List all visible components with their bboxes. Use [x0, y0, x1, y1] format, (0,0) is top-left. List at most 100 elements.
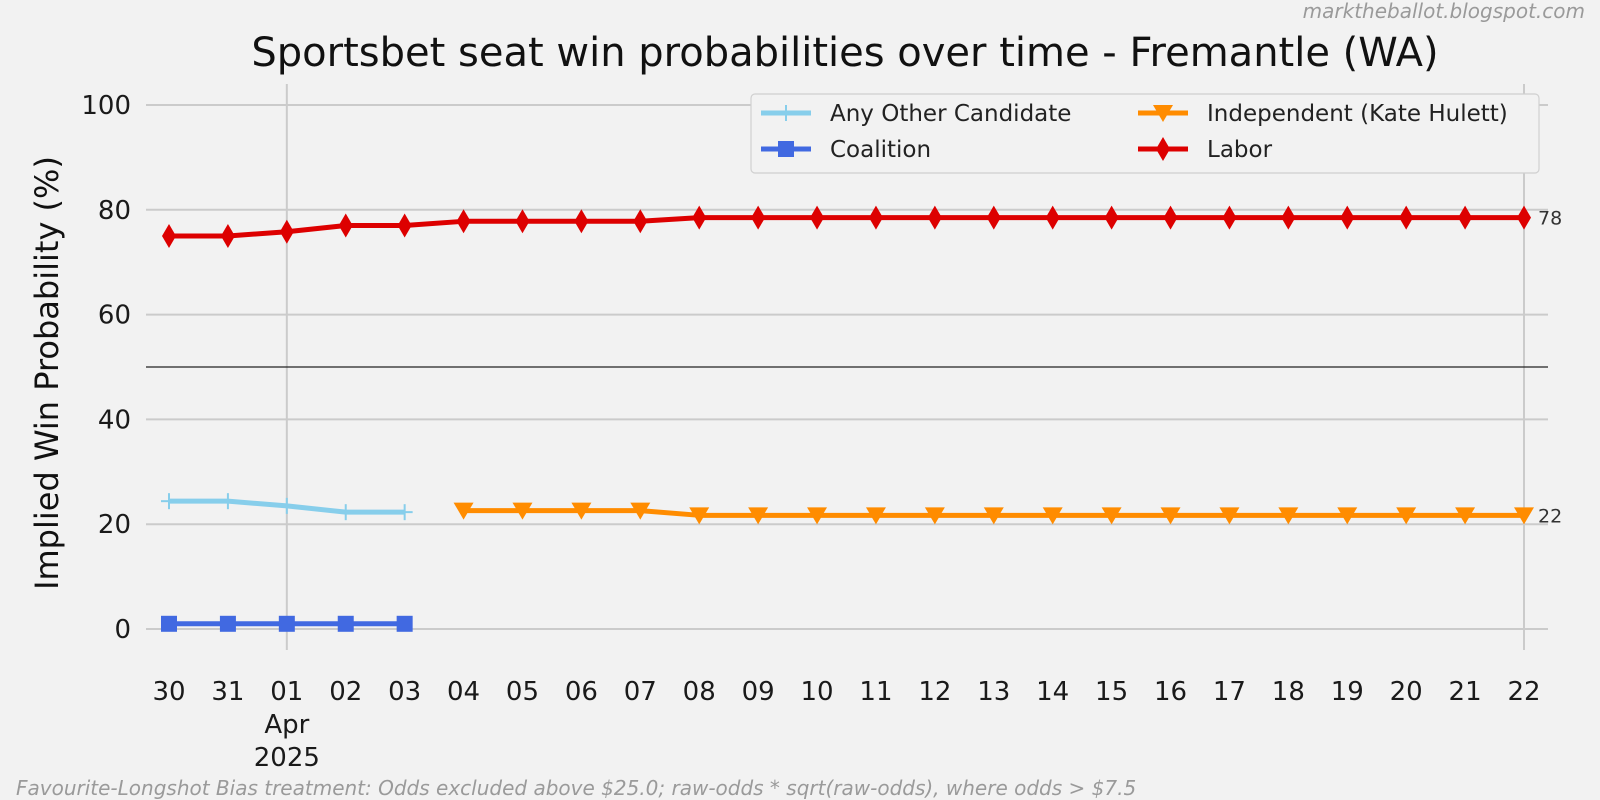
data-point-labor: [397, 213, 412, 238]
data-point-independent-kate-hulett: [630, 502, 651, 520]
x-tick-label: 21: [1449, 677, 1482, 707]
data-point-independent-kate-hulett: [1042, 507, 1063, 525]
data-point-labor: [1222, 205, 1237, 230]
data-point-independent-kate-hulett: [1455, 507, 1476, 525]
data-point-labor: [927, 205, 942, 230]
data-point-labor: [1517, 205, 1531, 230]
data-point-labor: [338, 213, 353, 238]
data-point-labor: [515, 209, 530, 234]
data-point-independent-kate-hulett: [1101, 507, 1122, 525]
data-point-coalition: [337, 615, 354, 632]
data-point-labor: [1340, 205, 1355, 230]
data-point-any-other-candidate: [337, 504, 354, 521]
data-point-labor: [220, 223, 235, 248]
x-tick-label: 30: [152, 677, 185, 707]
x-sub-tick-label: Apr: [264, 710, 309, 740]
x-tick-label: 04: [447, 677, 480, 707]
data-point-independent-kate-hulett: [983, 507, 1004, 525]
x-sub-tick-label: 2025: [254, 743, 320, 773]
legend-label: Any Other Candidate: [830, 101, 1071, 127]
y-tick-label: 40: [98, 405, 131, 435]
x-tick-label: 01: [270, 677, 303, 707]
data-point-coalition: [396, 615, 413, 632]
x-tick-label: 13: [977, 677, 1010, 707]
data-point-independent-kate-hulett: [1514, 507, 1534, 525]
legend-swatch-marker: [1156, 137, 1170, 161]
data-point-independent-kate-hulett: [1160, 507, 1181, 525]
data-point-labor: [456, 209, 471, 234]
y-tick-label: 60: [98, 301, 131, 331]
x-tick-label: 09: [742, 677, 775, 707]
legend-label: Coalition: [830, 137, 931, 163]
data-point-labor: [1399, 205, 1414, 230]
legend-label: Independent (Kate Hulett): [1207, 101, 1508, 127]
data-point-labor: [1104, 205, 1119, 230]
data-point-independent-kate-hulett: [689, 507, 710, 525]
series-coalition: [161, 615, 413, 632]
x-tick-label: 31: [211, 677, 244, 707]
x-tick-label: 19: [1331, 677, 1364, 707]
series-any-other-candidate: [161, 493, 413, 521]
data-point-labor: [868, 205, 883, 230]
x-tick-label: 07: [624, 677, 657, 707]
data-point-independent-kate-hulett: [924, 507, 945, 525]
data-point-any-other-candidate: [278, 497, 295, 514]
y-tick-label: 80: [98, 196, 131, 226]
series-labor: [162, 205, 1531, 248]
x-tick-label: 14: [1036, 677, 1069, 707]
watermark: marktheballot.blogspot.com: [1303, 0, 1585, 23]
data-point-any-other-candidate: [219, 493, 236, 510]
data-point-labor: [1163, 205, 1178, 230]
data-point-labor: [692, 205, 707, 230]
legend-item: Labor: [1138, 137, 1273, 163]
x-tick-label: 02: [329, 677, 362, 707]
x-tick-label: 10: [800, 677, 833, 707]
data-point-any-other-candidate: [396, 504, 413, 521]
y-axis-label: Implied Win Probability (%): [28, 156, 66, 590]
legend-swatch-marker: [778, 141, 794, 157]
data-point-independent-kate-hulett: [807, 507, 828, 525]
y-tick-label: 0: [114, 615, 131, 645]
data-point-labor: [1045, 205, 1060, 230]
data-point-any-other-candidate: [161, 493, 177, 510]
data-point-independent-kate-hulett: [1278, 507, 1299, 525]
legend-label: Labor: [1207, 137, 1273, 163]
legend-box: [750, 93, 1540, 174]
data-point-labor: [751, 205, 766, 230]
data-point-coalition: [161, 615, 177, 632]
x-tick-label: 16: [1154, 677, 1187, 707]
end-labels: 78 22: [1538, 208, 1562, 528]
data-point-independent-kate-hulett: [1219, 507, 1240, 525]
data-point-independent-kate-hulett: [1396, 507, 1417, 525]
data-point-independent-kate-hulett: [1337, 507, 1358, 525]
data-point-labor: [810, 205, 825, 230]
x-tick-label: 15: [1095, 677, 1128, 707]
data-point-independent-kate-hulett: [571, 502, 592, 520]
series-layer: [161, 205, 1534, 632]
x-tick-label: 17: [1213, 677, 1246, 707]
data-point-labor: [279, 219, 294, 244]
data-point-coalition: [278, 615, 295, 632]
end-value-label: 22: [1538, 505, 1562, 527]
x-tick-label: 18: [1272, 677, 1305, 707]
data-point-labor: [1458, 205, 1473, 230]
legend-item: Any Other Candidate: [761, 101, 1071, 127]
data-point-coalition: [219, 615, 236, 632]
legend-item: Coalition: [761, 137, 931, 163]
data-point-independent-kate-hulett: [748, 507, 769, 525]
data-point-labor: [162, 223, 176, 248]
data-point-independent-kate-hulett: [453, 502, 474, 520]
x-tick-label: 20: [1390, 677, 1423, 707]
data-point-labor: [574, 209, 589, 234]
x-tick-label: 22: [1507, 677, 1540, 707]
x-tick-label: 08: [683, 677, 716, 707]
x-tick-label: 06: [565, 677, 598, 707]
data-point-independent-kate-hulett: [865, 507, 886, 525]
x-tick-label: 11: [859, 677, 892, 707]
data-point-labor: [1281, 205, 1296, 230]
tick-labels: 0 20 40 60 80 100 30 31 01 02 03 04 05 06 07 08 09 10 11 12…: [81, 91, 1540, 773]
legend-swatch-marker: [1153, 105, 1173, 122]
data-point-independent-kate-hulett: [512, 502, 533, 520]
x-tick-label: 05: [506, 677, 539, 707]
